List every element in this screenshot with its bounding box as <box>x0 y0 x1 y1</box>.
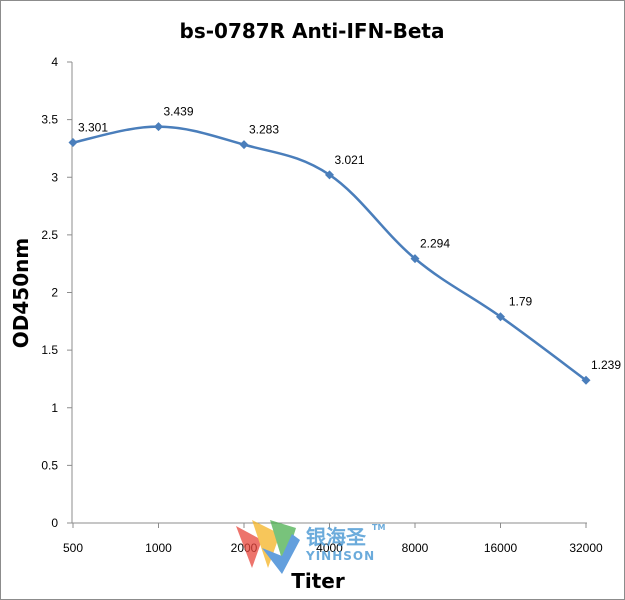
y-tick-label: 3.5 <box>41 113 58 127</box>
x-tick-label: 1000 <box>145 541 172 555</box>
watermark-sub: YINHSON <box>305 549 375 563</box>
x-tick-label: 500 <box>63 541 83 555</box>
y-tick-label: 1 <box>51 401 58 415</box>
data-label: 1.239 <box>591 358 621 372</box>
series-line <box>72 125 587 382</box>
watermark-name: 银海圣 <box>306 525 367 549</box>
watermark-tm: TM <box>372 523 385 532</box>
x-axis-ticks: 500 1000 2000 4000 8000 16000 32000 <box>63 523 603 555</box>
x-tick-label: 16000 <box>484 541 518 555</box>
y-tick-label: 2.5 <box>41 228 58 242</box>
x-tick-label: 8000 <box>402 541 429 555</box>
data-label: 3.021 <box>334 153 364 167</box>
watermark-emblem-icon <box>236 520 300 574</box>
data-point <box>325 170 334 180</box>
y-tick-label: 3 <box>51 170 58 184</box>
data-point <box>410 254 420 264</box>
x-axis-title: Titer <box>291 569 345 593</box>
watermark-logo: 银海圣 TM YINHSON <box>236 520 385 574</box>
y-axis-title: OD450nm <box>9 238 33 348</box>
data-point <box>496 312 505 322</box>
data-label: 2.294 <box>420 237 450 251</box>
data-label: 3.301 <box>78 121 108 135</box>
x-tick-label: 32000 <box>569 541 603 555</box>
data-point <box>154 122 163 132</box>
y-tick-label: 2 <box>51 286 58 300</box>
chart-title: bs-0787R Anti-IFN-Beta <box>180 19 445 43</box>
data-points <box>68 122 591 385</box>
data-label: 3.439 <box>163 105 193 119</box>
x-tick-label: 4000 <box>316 541 343 555</box>
y-axis-ticks: 0 0.5 1 1.5 2 2.5 3 3.5 4 <box>41 55 72 530</box>
y-tick-label: 0.5 <box>41 458 58 472</box>
data-labels: 3.301 3.439 3.283 3.021 2.294 1.79 1.239 <box>78 105 621 373</box>
y-tick-label: 0 <box>51 516 58 530</box>
data-point <box>68 138 78 148</box>
data-label: 1.79 <box>509 295 533 309</box>
data-label: 3.283 <box>249 123 279 137</box>
y-tick-label: 1.5 <box>41 343 58 357</box>
y-tick-label: 4 <box>51 55 58 69</box>
data-point <box>239 140 249 150</box>
data-point <box>581 375 591 385</box>
